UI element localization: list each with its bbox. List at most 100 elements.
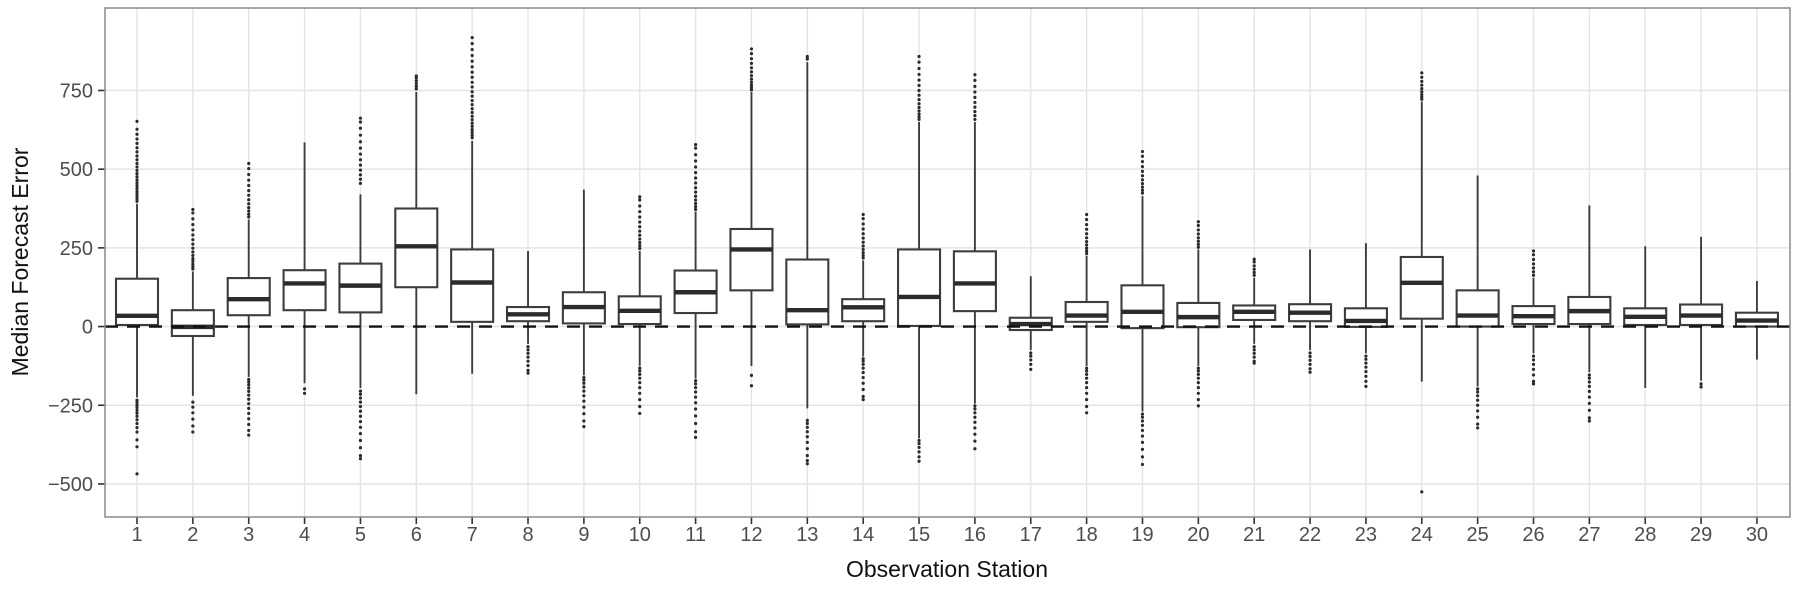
outlier-dot	[973, 90, 977, 94]
outlier-dot	[1252, 270, 1256, 275]
outlier-dot	[191, 253, 195, 258]
outlier-dot	[470, 121, 474, 125]
outlier-dot	[638, 229, 642, 233]
outlier-dot	[805, 435, 809, 439]
boxplot-station-21	[1232, 257, 1277, 365]
outlier-dot	[861, 247, 865, 252]
outlier-dot	[638, 404, 642, 409]
outlier-dot	[1699, 382, 1703, 386]
boxplot-station-6	[394, 74, 439, 395]
outlier-dot	[135, 137, 139, 141]
iqr-box	[170, 309, 215, 338]
outlier-dot	[973, 117, 977, 122]
x-tick-label: 19	[1131, 524, 1153, 546]
outlier-dot	[191, 228, 195, 232]
outlier-dot	[1196, 228, 1200, 232]
outlier-dot	[135, 430, 139, 434]
outlier-dot	[861, 375, 865, 380]
outlier-dot	[917, 459, 921, 463]
outlier-dot	[247, 172, 251, 177]
outlier-dot	[1085, 391, 1089, 395]
outlier-dot	[470, 85, 474, 89]
outlier-dot	[805, 447, 809, 451]
outlier-dot	[694, 207, 698, 212]
outlier-dot	[749, 70, 754, 74]
outlier-dot	[1531, 266, 1536, 270]
outlier-dot	[1140, 154, 1145, 158]
outlier-dot	[191, 400, 195, 404]
outlier-dot	[135, 165, 139, 169]
x-tick-label: 12	[740, 524, 762, 546]
outlier-dot	[861, 256, 865, 260]
outlier-dot	[191, 417, 195, 421]
outlier-dot	[247, 406, 251, 411]
outlier-dot	[805, 425, 809, 429]
outlier-dot	[1531, 249, 1536, 253]
outlier-dot	[247, 215, 251, 219]
outlier-dot	[1308, 367, 1312, 371]
outlier-dot	[1531, 257, 1536, 262]
outlier-dot	[1140, 412, 1145, 416]
outlier-dot	[917, 102, 921, 106]
outlier-dot	[247, 393, 251, 397]
outlier-dot	[638, 215, 642, 219]
outlier-dot	[1308, 370, 1312, 374]
outlier-dot	[302, 387, 307, 391]
outlier-dot	[1364, 374, 1368, 378]
outlier-dot	[805, 430, 809, 434]
outlier-dot	[470, 90, 474, 94]
outlier-dot	[1252, 267, 1256, 271]
outlier-dot	[191, 430, 195, 434]
outlier-dot	[247, 166, 251, 171]
outlier-dot	[694, 194, 698, 198]
outlier-dot	[749, 66, 754, 70]
outlier-dot	[135, 194, 139, 198]
outlier-dot	[1587, 395, 1591, 399]
outlier-dot	[247, 198, 251, 202]
boxplot-station-22	[1288, 249, 1333, 374]
outlier-dot	[805, 421, 809, 426]
outlier-dot	[1085, 386, 1089, 390]
outlier-dot	[1140, 440, 1145, 444]
outlier-dot	[414, 87, 418, 91]
outlier-dot	[917, 109, 921, 113]
outlier-dot	[135, 178, 139, 182]
outlier-dot	[1085, 236, 1089, 240]
x-tick-label: 7	[467, 524, 478, 546]
outlier-dot	[917, 54, 921, 59]
outlier-dot	[694, 159, 698, 163]
outlier-dot	[358, 163, 363, 167]
boxplot-station-25	[1455, 175, 1500, 430]
outlier-dot	[1476, 398, 1480, 402]
outlier-dot	[973, 100, 977, 105]
outlier-dot	[638, 204, 642, 208]
outlier-dot	[470, 94, 474, 98]
outlier-dot	[1364, 384, 1368, 388]
outlier-dot	[414, 84, 418, 88]
outlier-dot	[917, 112, 921, 116]
outlier-dot	[638, 386, 642, 390]
outlier-dot	[973, 415, 977, 419]
outlier-dot	[1085, 239, 1089, 244]
outlier-dot	[694, 143, 698, 147]
outlier-dot	[1029, 367, 1033, 371]
outlier-dot	[470, 41, 474, 46]
x-tick-label: 10	[629, 524, 651, 546]
outlier-dot	[191, 424, 195, 428]
x-tick-label: 29	[1690, 524, 1712, 546]
outlier-dot	[358, 409, 363, 413]
outlier-dot	[861, 394, 865, 399]
outlier-dot	[1029, 354, 1033, 358]
outlier-dot	[694, 201, 698, 206]
outlier-dot	[1029, 358, 1033, 362]
outlier-dot	[805, 57, 809, 61]
outlier-dot	[861, 370, 865, 375]
outlier-dot	[135, 127, 139, 131]
outlier-dot	[973, 439, 977, 443]
outlier-dot	[358, 116, 363, 120]
outlier-dot	[191, 405, 195, 409]
outlier-dot	[749, 384, 754, 388]
x-tick-label: 13	[796, 524, 818, 546]
boxplot-station-2	[170, 207, 215, 434]
